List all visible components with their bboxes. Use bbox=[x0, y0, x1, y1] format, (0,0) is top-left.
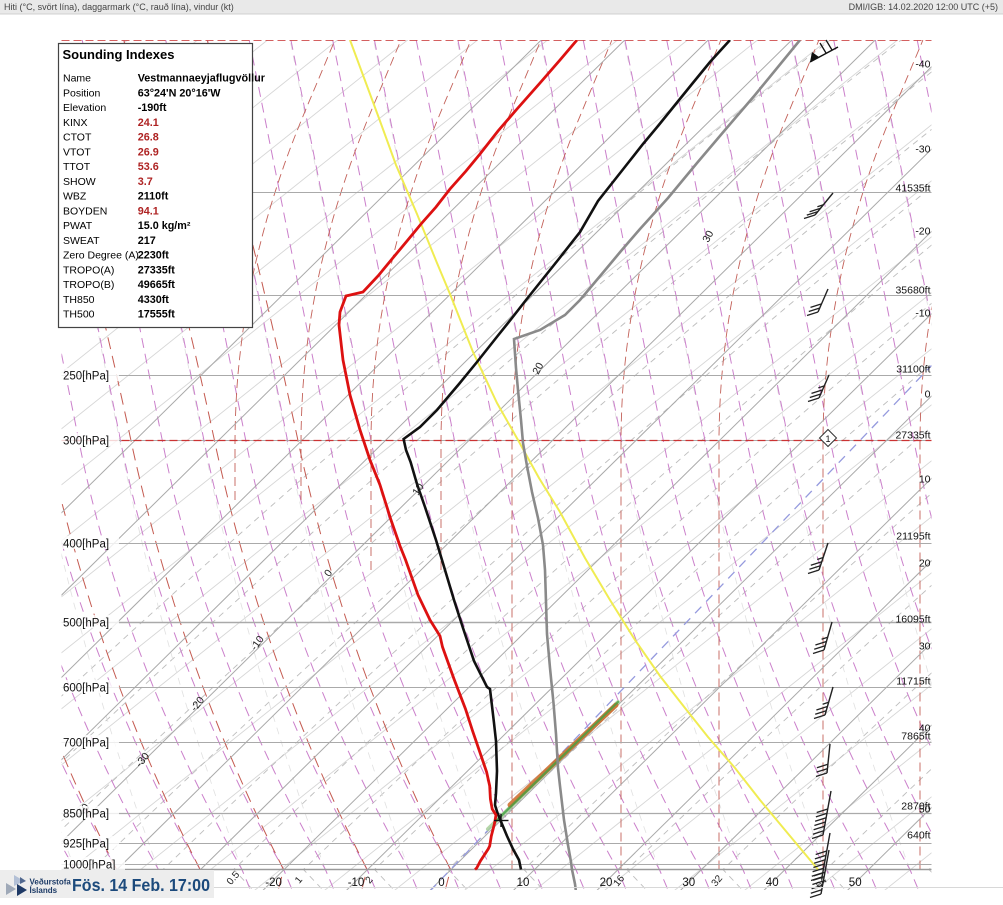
svg-text:50: 50 bbox=[849, 877, 862, 889]
svg-text:0: 0 bbox=[925, 389, 931, 401]
svg-text:31100ft: 31100ft bbox=[896, 364, 930, 376]
svg-text:PWAT: PWAT bbox=[63, 220, 93, 232]
svg-text:BOYDEN: BOYDEN bbox=[63, 205, 107, 217]
svg-text:-20: -20 bbox=[265, 877, 282, 889]
svg-text:1: 1 bbox=[825, 434, 830, 444]
svg-text:26.9: 26.9 bbox=[138, 146, 159, 158]
svg-text:10: 10 bbox=[919, 474, 931, 486]
svg-text:1000[hPa]: 1000[hPa] bbox=[63, 860, 115, 872]
svg-text:0: 0 bbox=[322, 567, 335, 579]
svg-text:40: 40 bbox=[919, 723, 931, 735]
svg-text:500[hPa]: 500[hPa] bbox=[63, 618, 109, 630]
svg-text:26.8: 26.8 bbox=[138, 132, 159, 144]
svg-text:KINX: KINX bbox=[63, 117, 88, 129]
svg-text:TH500: TH500 bbox=[63, 309, 95, 321]
svg-text:4330ft: 4330ft bbox=[138, 294, 170, 306]
svg-text:400[hPa]: 400[hPa] bbox=[63, 539, 109, 551]
svg-text:17555ft: 17555ft bbox=[138, 309, 176, 321]
svg-text:0: 0 bbox=[438, 877, 444, 889]
svg-text:41535ft: 41535ft bbox=[895, 183, 930, 195]
svg-text:94.1: 94.1 bbox=[138, 205, 159, 217]
svg-text:925[hPa]: 925[hPa] bbox=[63, 839, 109, 851]
svg-text:250[hPa]: 250[hPa] bbox=[63, 371, 109, 383]
svg-text:850[hPa]: 850[hPa] bbox=[63, 809, 109, 821]
svg-text:10: 10 bbox=[410, 481, 426, 497]
svg-text:300[hPa]: 300[hPa] bbox=[63, 436, 109, 448]
svg-text:Veðurstofa: Veðurstofa bbox=[30, 878, 72, 887]
svg-text:Name: Name bbox=[63, 73, 91, 85]
svg-text:2: 2 bbox=[364, 874, 376, 886]
svg-text:35680ft: 35680ft bbox=[895, 285, 930, 297]
svg-text:16095ft: 16095ft bbox=[895, 614, 930, 626]
svg-text:7865ft: 7865ft bbox=[901, 731, 930, 743]
svg-text:WBZ: WBZ bbox=[63, 191, 87, 203]
svg-text:Zero Degree (A): Zero Degree (A) bbox=[63, 250, 139, 262]
svg-text:TH850: TH850 bbox=[63, 294, 95, 306]
svg-text:TROPO(B): TROPO(B) bbox=[63, 279, 114, 291]
svg-text:Sounding Indexes: Sounding Indexes bbox=[63, 47, 175, 62]
svg-text:11715ft: 11715ft bbox=[896, 676, 930, 688]
svg-text:SHOW: SHOW bbox=[63, 176, 96, 188]
svg-text:15.0 kg/m²: 15.0 kg/m² bbox=[138, 220, 191, 232]
svg-text:3.7: 3.7 bbox=[138, 176, 153, 188]
svg-text:30: 30 bbox=[682, 877, 695, 889]
svg-text:20: 20 bbox=[919, 558, 931, 570]
svg-text:20: 20 bbox=[530, 360, 546, 376]
svg-text:Fös. 14 Feb. 17:00: Fös. 14 Feb. 17:00 bbox=[72, 875, 210, 895]
svg-text:27335ft: 27335ft bbox=[138, 264, 176, 276]
svg-text:10: 10 bbox=[517, 877, 530, 889]
svg-text:21195ft: 21195ft bbox=[896, 531, 930, 543]
svg-text:-20: -20 bbox=[915, 226, 930, 238]
svg-text:30: 30 bbox=[919, 641, 931, 653]
svg-text:2230ft: 2230ft bbox=[138, 250, 170, 262]
svg-text:Vestmannaeyjaflugvöllur: Vestmannaeyjaflugvöllur bbox=[138, 73, 266, 85]
svg-text:600[hPa]: 600[hPa] bbox=[63, 683, 109, 695]
svg-text:40: 40 bbox=[766, 877, 779, 889]
svg-text:24.1: 24.1 bbox=[138, 117, 159, 129]
svg-text:-10: -10 bbox=[348, 877, 365, 889]
svg-text:63°24'N 20°16'W: 63°24'N 20°16'W bbox=[138, 88, 222, 100]
svg-text:2110ft: 2110ft bbox=[138, 191, 169, 203]
svg-text:SWEAT: SWEAT bbox=[63, 235, 100, 247]
svg-text:-10: -10 bbox=[915, 308, 930, 320]
svg-text:640ft: 640ft bbox=[907, 830, 930, 842]
svg-text:Position: Position bbox=[63, 88, 101, 100]
svg-text:-40: -40 bbox=[915, 59, 930, 71]
svg-text:DMI/IGB: 14.02.2020 12:00 UTC: DMI/IGB: 14.02.2020 12:00 UTC (+5) bbox=[849, 2, 998, 12]
svg-text:Íslands: Íslands bbox=[30, 886, 58, 895]
svg-text:Hiti (°C, svört lína), daggarm: Hiti (°C, svört lína), daggarmark (°C, r… bbox=[4, 2, 234, 12]
svg-text:TROPO(A): TROPO(A) bbox=[63, 264, 114, 276]
svg-text:TTOT: TTOT bbox=[63, 161, 91, 173]
svg-text:-190ft: -190ft bbox=[138, 102, 167, 114]
svg-text:30: 30 bbox=[700, 228, 716, 244]
svg-text:CTOT: CTOT bbox=[63, 132, 92, 144]
svg-text:20: 20 bbox=[600, 877, 613, 889]
svg-text:-30: -30 bbox=[915, 144, 930, 156]
svg-text:50: 50 bbox=[919, 804, 931, 816]
svg-text:1: 1 bbox=[293, 874, 305, 886]
svg-text:49665ft: 49665ft bbox=[138, 279, 176, 291]
svg-text:Elevation: Elevation bbox=[63, 102, 106, 114]
svg-text:27335ft: 27335ft bbox=[895, 430, 930, 442]
svg-text:700[hPa]: 700[hPa] bbox=[63, 738, 109, 750]
svg-text:53.6: 53.6 bbox=[138, 161, 159, 173]
svg-text:VTOT: VTOT bbox=[63, 146, 91, 158]
svg-text:2870ft: 2870ft bbox=[901, 801, 930, 813]
svg-text:217: 217 bbox=[138, 235, 156, 247]
